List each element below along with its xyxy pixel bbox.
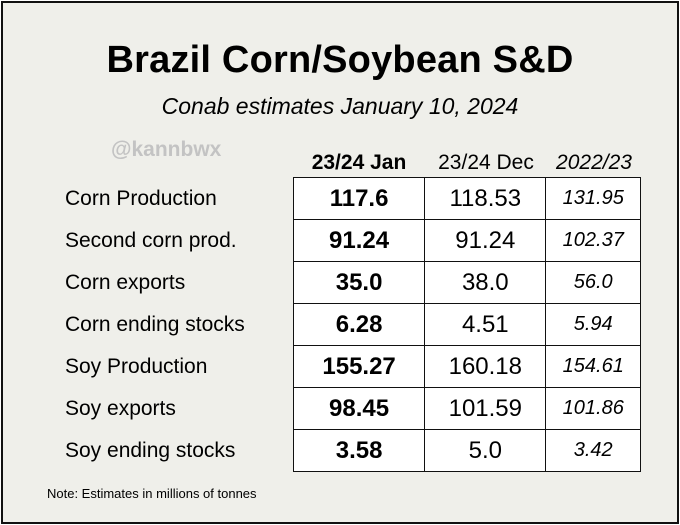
table-row: 98.45 101.59 101.86 <box>292 387 641 430</box>
table-cell: 3.58 <box>292 429 426 472</box>
table-cell: 38.0 <box>424 261 547 304</box>
table-cell: 98.45 <box>292 387 426 430</box>
table-row: 35.0 38.0 56.0 <box>292 261 641 304</box>
table-cell: 5.0 <box>424 429 547 472</box>
row-label-corn-stocks: Corn ending stocks <box>65 313 245 336</box>
page-subtitle: Conab estimates January 10, 2024 <box>161 93 519 119</box>
row-label-corn-exports: Corn exports <box>65 271 186 294</box>
column-header-prior-year: 2022/23 <box>556 151 632 174</box>
row-label-soy-production: Soy Production <box>65 355 208 378</box>
table-cell: 101.86 <box>545 387 641 430</box>
table-cell: 155.27 <box>292 345 426 388</box>
table-cell: 3.42 <box>545 429 641 472</box>
row-label-soy-stocks: Soy ending stocks <box>65 439 236 462</box>
row-label-corn-production: Corn Production <box>65 187 217 210</box>
table-cell: 91.24 <box>424 219 547 262</box>
row-label-soy-exports: Soy exports <box>65 397 176 420</box>
table-cell: 35.0 <box>292 261 426 304</box>
row-label-second-corn: Second corn prod. <box>65 229 237 252</box>
table-cell: 154.61 <box>545 345 641 388</box>
table-cell: 6.28 <box>292 303 426 346</box>
table-row: 6.28 4.51 5.94 <box>292 303 641 346</box>
table-cell: 131.95 <box>545 177 641 220</box>
table-cell: 118.53 <box>424 177 547 220</box>
row-labels: Corn Production Second corn prod. Corn e… <box>65 178 245 472</box>
table-cell: 91.24 <box>292 219 426 262</box>
table-cell: 102.37 <box>545 219 641 262</box>
table-cell: 160.18 <box>424 345 547 388</box>
table-cell: 117.6 <box>292 177 426 220</box>
table-cell: 101.59 <box>424 387 547 430</box>
column-header-jan: 23/24 Jan <box>311 151 407 174</box>
table-cell: 4.51 <box>424 303 547 346</box>
table-cell: 5.94 <box>545 303 641 346</box>
table-row: 155.27 160.18 154.61 <box>292 345 641 388</box>
page-title: Brazil Corn/Soybean S&D <box>106 39 574 81</box>
table-row: 3.58 5.0 3.42 <box>292 429 641 472</box>
table-row: 117.6 118.53 131.95 <box>292 177 641 220</box>
table-row: 91.24 91.24 102.37 <box>292 219 641 262</box>
watermark: @kannbwx <box>111 138 222 161</box>
sd-table: 117.6 118.53 131.95 91.24 91.24 102.37 3… <box>292 177 641 472</box>
table-cell: 56.0 <box>545 261 641 304</box>
column-header-dec: 23/24 Dec <box>438 151 534 174</box>
footnote: Note: Estimates in millions of tonnes <box>47 486 257 501</box>
